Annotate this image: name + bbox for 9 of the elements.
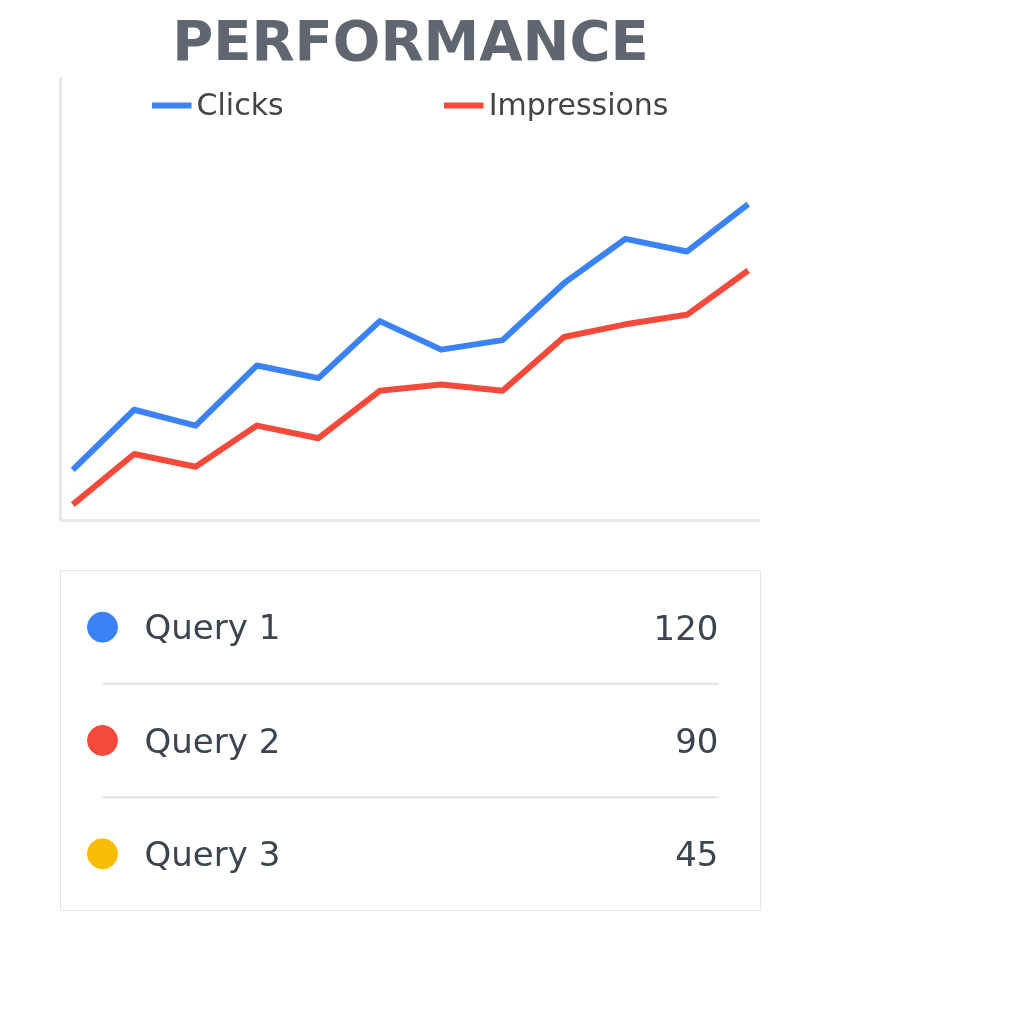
legend-label: Clicks <box>196 87 284 122</box>
data-label: 120 <box>653 607 719 648</box>
chart-title: PERFORMANCE <box>172 7 649 73</box>
category-label: Query 1 <box>144 607 281 648</box>
data-label: 90 <box>675 721 719 761</box>
legend-label: Impressions <box>488 87 669 122</box>
data-label: 45 <box>675 834 719 875</box>
category-label: Query 2 <box>144 720 281 761</box>
category-label: Query 3 <box>144 833 281 874</box>
